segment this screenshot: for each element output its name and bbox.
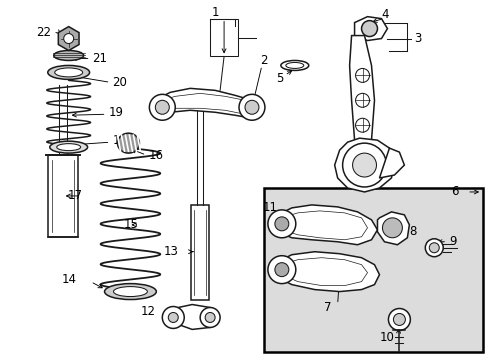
Text: 3: 3 — [413, 32, 421, 45]
Text: 21: 21 — [92, 52, 107, 65]
Text: 7: 7 — [324, 301, 331, 314]
Circle shape — [393, 314, 405, 325]
Text: 19: 19 — [108, 106, 123, 119]
Circle shape — [200, 307, 220, 328]
Circle shape — [149, 94, 175, 120]
Ellipse shape — [54, 50, 83, 60]
Bar — [264, 188, 482, 352]
Ellipse shape — [113, 287, 147, 297]
Circle shape — [428, 243, 438, 253]
Polygon shape — [377, 212, 408, 245]
Ellipse shape — [48, 66, 89, 80]
Polygon shape — [158, 88, 258, 118]
Text: 20: 20 — [112, 76, 127, 89]
Text: 4: 4 — [381, 8, 388, 21]
Text: 17: 17 — [67, 189, 82, 202]
Text: 16: 16 — [148, 149, 163, 162]
Circle shape — [63, 33, 74, 44]
Circle shape — [342, 143, 386, 187]
Polygon shape — [277, 205, 377, 245]
Circle shape — [168, 312, 178, 323]
Text: 1: 1 — [211, 6, 219, 19]
Circle shape — [387, 309, 409, 330]
Circle shape — [355, 118, 369, 132]
Ellipse shape — [50, 141, 87, 153]
Circle shape — [352, 153, 376, 177]
Text: 11: 11 — [263, 201, 277, 215]
Circle shape — [267, 256, 295, 284]
Text: 2: 2 — [260, 54, 267, 67]
Polygon shape — [379, 148, 404, 178]
Circle shape — [205, 312, 215, 323]
Text: 15: 15 — [123, 218, 138, 231]
Polygon shape — [334, 138, 395, 192]
Circle shape — [355, 93, 369, 107]
Ellipse shape — [55, 68, 82, 77]
Circle shape — [162, 306, 184, 328]
Circle shape — [155, 100, 169, 114]
Bar — [191, 205, 209, 300]
Polygon shape — [354, 17, 386, 41]
Circle shape — [425, 239, 442, 257]
Ellipse shape — [285, 62, 303, 68]
Ellipse shape — [57, 144, 81, 150]
Circle shape — [274, 217, 288, 231]
Bar — [210, 19, 238, 57]
Bar — [48, 155, 78, 237]
Circle shape — [382, 218, 402, 238]
Ellipse shape — [280, 60, 308, 71]
Polygon shape — [277, 252, 379, 292]
Ellipse shape — [104, 284, 156, 300]
Polygon shape — [349, 36, 374, 168]
Text: 8: 8 — [408, 225, 416, 238]
Ellipse shape — [117, 133, 139, 153]
Text: 18: 18 — [112, 134, 127, 147]
Text: 22: 22 — [36, 26, 51, 39]
Polygon shape — [58, 27, 79, 50]
Circle shape — [361, 21, 377, 37]
Text: 10: 10 — [379, 331, 394, 344]
Polygon shape — [168, 305, 215, 329]
Circle shape — [355, 68, 369, 82]
Text: 14: 14 — [61, 273, 77, 286]
Circle shape — [267, 210, 295, 238]
Text: 12: 12 — [140, 305, 155, 318]
Text: 9: 9 — [448, 235, 456, 248]
Circle shape — [274, 263, 288, 276]
Circle shape — [244, 100, 259, 114]
Circle shape — [239, 94, 264, 120]
Text: 6: 6 — [450, 185, 458, 198]
Text: 13: 13 — [163, 245, 178, 258]
Text: 5: 5 — [276, 72, 283, 85]
